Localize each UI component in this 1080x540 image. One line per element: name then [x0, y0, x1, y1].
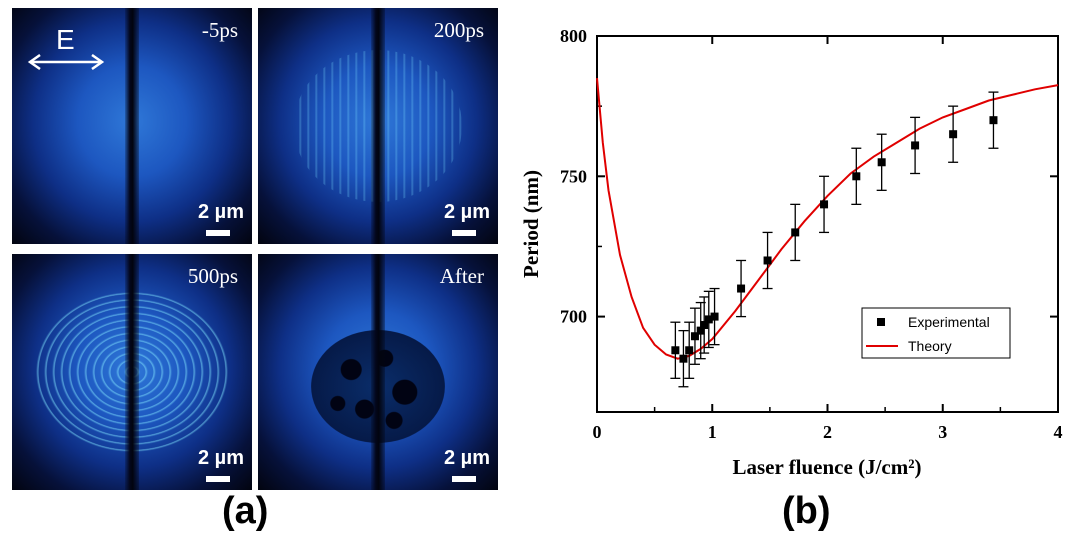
legend: Experimental Theory — [861, 307, 1011, 359]
data-point — [679, 354, 688, 363]
x-tick-label: 0 — [593, 422, 602, 442]
micrograph-frame-1: E -5ps 2 µm — [12, 8, 252, 244]
time-label: After — [439, 264, 484, 288]
x-tick-label: 2 — [823, 422, 832, 442]
sample-scratch-line — [125, 8, 139, 244]
data-point — [710, 312, 719, 321]
data-point — [690, 332, 699, 341]
x-tick-label: 4 — [1054, 422, 1063, 442]
efield-label: E — [56, 24, 75, 55]
panel-b-label: (b) — [782, 490, 831, 532]
time-label: 500ps — [187, 264, 238, 288]
data-point — [704, 315, 713, 324]
panel-a-label: (a) — [222, 490, 269, 532]
double-arrow-icon — [27, 54, 105, 70]
x-tick-label: 3 — [938, 422, 947, 442]
scale-bar — [206, 476, 230, 482]
data-point — [949, 130, 958, 139]
micrograph-frame-4: After 2 µm — [258, 254, 498, 490]
micrograph-frame-2: 200ps 2 µm — [258, 8, 498, 244]
sample-scratch-line — [371, 254, 385, 490]
data-point — [791, 228, 800, 237]
y-tick-label: 700 — [560, 307, 587, 327]
time-label: -5ps — [201, 18, 238, 42]
legend-box — [861, 307, 1011, 359]
scale-bar-text: 2 µm — [198, 447, 244, 469]
y-axis-title: Period (nm) — [519, 170, 543, 278]
legend-label-theory: Theory — [908, 338, 952, 354]
scale-bar-text: 2 µm — [444, 447, 490, 469]
scale-bar-text: 2 µm — [444, 201, 490, 223]
y-tick-label: 800 — [560, 26, 587, 46]
data-point — [989, 116, 998, 125]
theory-curve — [596, 78, 1059, 360]
y-tick-label: 750 — [560, 166, 587, 186]
scale-bar — [206, 230, 230, 236]
data-point — [820, 200, 829, 209]
x-axis-title: Laser fluence (J/cm²) — [732, 455, 921, 479]
period-vs-fluence-chart: 0 1 2 3 4 700 750 800 Laser fluence (J/cm²) Per… — [519, 26, 1063, 479]
data-point — [852, 172, 861, 181]
data-point — [737, 284, 746, 293]
data-point — [763, 256, 772, 265]
scale-bar — [452, 476, 476, 482]
micrograph-frame-3: 500ps 2 µm — [12, 254, 252, 490]
x-tick-label: 1 — [708, 422, 717, 442]
data-point — [911, 141, 920, 150]
sample-scratch-line — [371, 8, 385, 244]
data-point — [671, 346, 680, 355]
sample-scratch-line — [125, 254, 139, 490]
scale-bar — [452, 230, 476, 236]
data-point — [877, 158, 886, 167]
legend-label-experimental: Experimental — [908, 314, 990, 330]
data-point — [700, 321, 709, 330]
time-label: 200ps — [433, 18, 484, 42]
data-point — [696, 326, 705, 335]
scale-bar-text: 2 µm — [198, 201, 244, 223]
data-point — [685, 346, 694, 355]
legend-marker-experimental — [877, 318, 885, 326]
